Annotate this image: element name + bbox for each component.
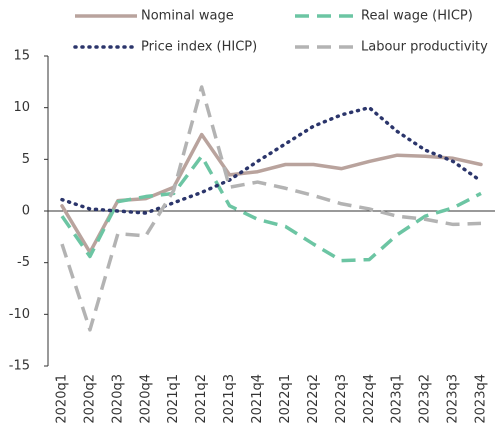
legend-label: Real wage (HICP) <box>361 9 473 24</box>
y-tick-label: -5 <box>17 255 30 270</box>
x-tick-label: 2020q1 <box>55 374 70 424</box>
y-tick-label: 10 <box>13 100 30 115</box>
x-tick-label: 2021q2 <box>194 374 209 424</box>
y-tick-label: -15 <box>9 359 30 374</box>
x-tick-label: 2022q4 <box>362 374 377 424</box>
legend-label: Labour productivity <box>361 40 488 55</box>
x-tick-label: 2022q1 <box>278 374 293 424</box>
x-tick-label: 2021q3 <box>222 374 237 424</box>
legend-label: Nominal wage <box>141 9 234 24</box>
x-tick-label: 2020q2 <box>82 374 97 424</box>
x-tick-label: 2023q1 <box>390 374 405 424</box>
legend-label: Price index (HICP) <box>141 40 257 55</box>
series-line <box>60 85 482 332</box>
series-line <box>60 132 483 255</box>
x-tick-label: 2021q1 <box>166 374 181 424</box>
y-tick-label: 5 <box>22 152 30 167</box>
x-tick-label: 2023q3 <box>446 374 461 424</box>
x-tick-label: 2020q4 <box>138 374 153 424</box>
y-tick-label: 0 <box>22 204 30 219</box>
y-tick-label: 15 <box>13 49 30 64</box>
x-tick-label: 2023q2 <box>418 374 433 424</box>
x-tick-label: 2020q3 <box>110 374 125 424</box>
series-line <box>60 105 483 215</box>
x-tick-label: 2022q3 <box>334 374 349 424</box>
x-tick-label: 2021q4 <box>250 374 265 424</box>
series-line <box>60 154 482 263</box>
x-tick-label: 2023q4 <box>474 374 489 424</box>
y-tick-label: -10 <box>9 307 30 322</box>
x-tick-label: 2022q2 <box>306 374 321 424</box>
